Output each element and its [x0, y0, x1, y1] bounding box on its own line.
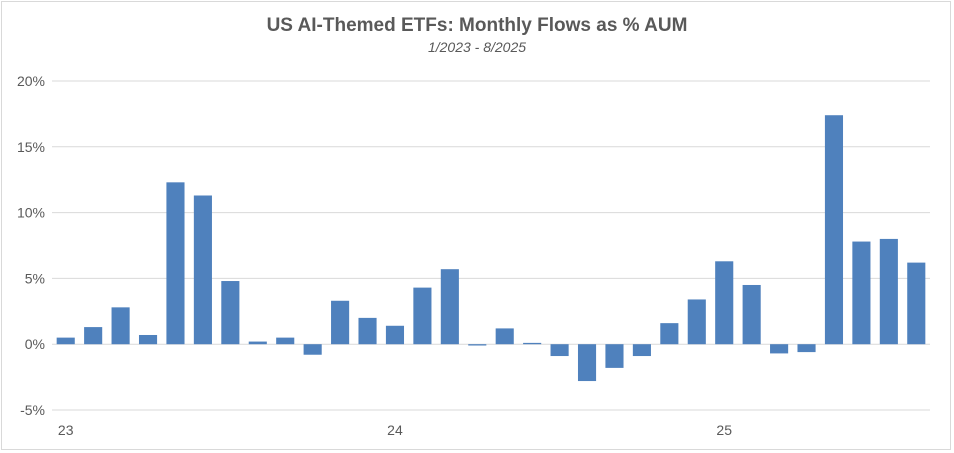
bar-2023-05 [166, 182, 185, 345]
bar-2025-03 [770, 344, 789, 354]
y-tick-label: 15% [17, 139, 45, 155]
bar-2023-06 [193, 195, 212, 345]
bar-2024-10 [632, 344, 651, 357]
bar-2023-04 [138, 334, 158, 345]
bar-2025-01 [715, 261, 734, 345]
bar-2025-08 [907, 262, 926, 345]
bar-2023-01 [56, 337, 75, 345]
y-tick-label: -5% [20, 402, 45, 418]
bar-2023-12 [358, 317, 377, 345]
bar-2024-02 [413, 287, 432, 345]
bar-2023-03 [111, 307, 130, 345]
bar-2024-05 [495, 328, 514, 345]
bar-2023-09 [276, 337, 295, 345]
bar-2024-01 [385, 325, 405, 345]
x-tick-label: 23 [58, 422, 74, 438]
bar-2024-03 [440, 269, 459, 345]
bar-2024-04 [468, 344, 487, 346]
x-tick-label: 24 [387, 422, 403, 438]
bar-2024-12 [687, 299, 706, 345]
y-tick-label: 0% [25, 336, 45, 352]
bar-2023-08 [248, 341, 267, 345]
bar-2025-07 [879, 238, 898, 345]
bar-2024-06 [523, 342, 542, 345]
bar-2023-07 [221, 281, 240, 345]
bar-2023-02 [84, 327, 103, 345]
bar-2024-09 [605, 344, 624, 368]
bars [56, 115, 926, 382]
bar-2024-08 [577, 344, 597, 382]
bar-2025-02 [742, 284, 761, 345]
chart-title: US AI-Themed ETFs: Monthly Flows as % AU… [266, 15, 688, 36]
y-tick-label: 20% [17, 73, 45, 89]
y-tick-label: 5% [25, 270, 45, 286]
y-axis-ticks: -5% 0% 5% 10% 15% 20% [17, 73, 45, 418]
bar-2024-11 [660, 323, 679, 345]
bar-2025-06 [852, 241, 871, 345]
bar-2023-10 [303, 344, 322, 355]
bar-2025-04 [797, 344, 816, 353]
y-tick-label: 10% [17, 205, 45, 221]
x-tick-label: 25 [716, 422, 732, 438]
bar-2024-07 [550, 344, 569, 357]
x-axis-ticks: 23 24 25 [58, 422, 732, 438]
bar-2025-05 [824, 115, 844, 345]
chart-subtitle: 1/2023 - 8/2025 [427, 39, 527, 55]
bar-2023-11 [331, 300, 350, 345]
